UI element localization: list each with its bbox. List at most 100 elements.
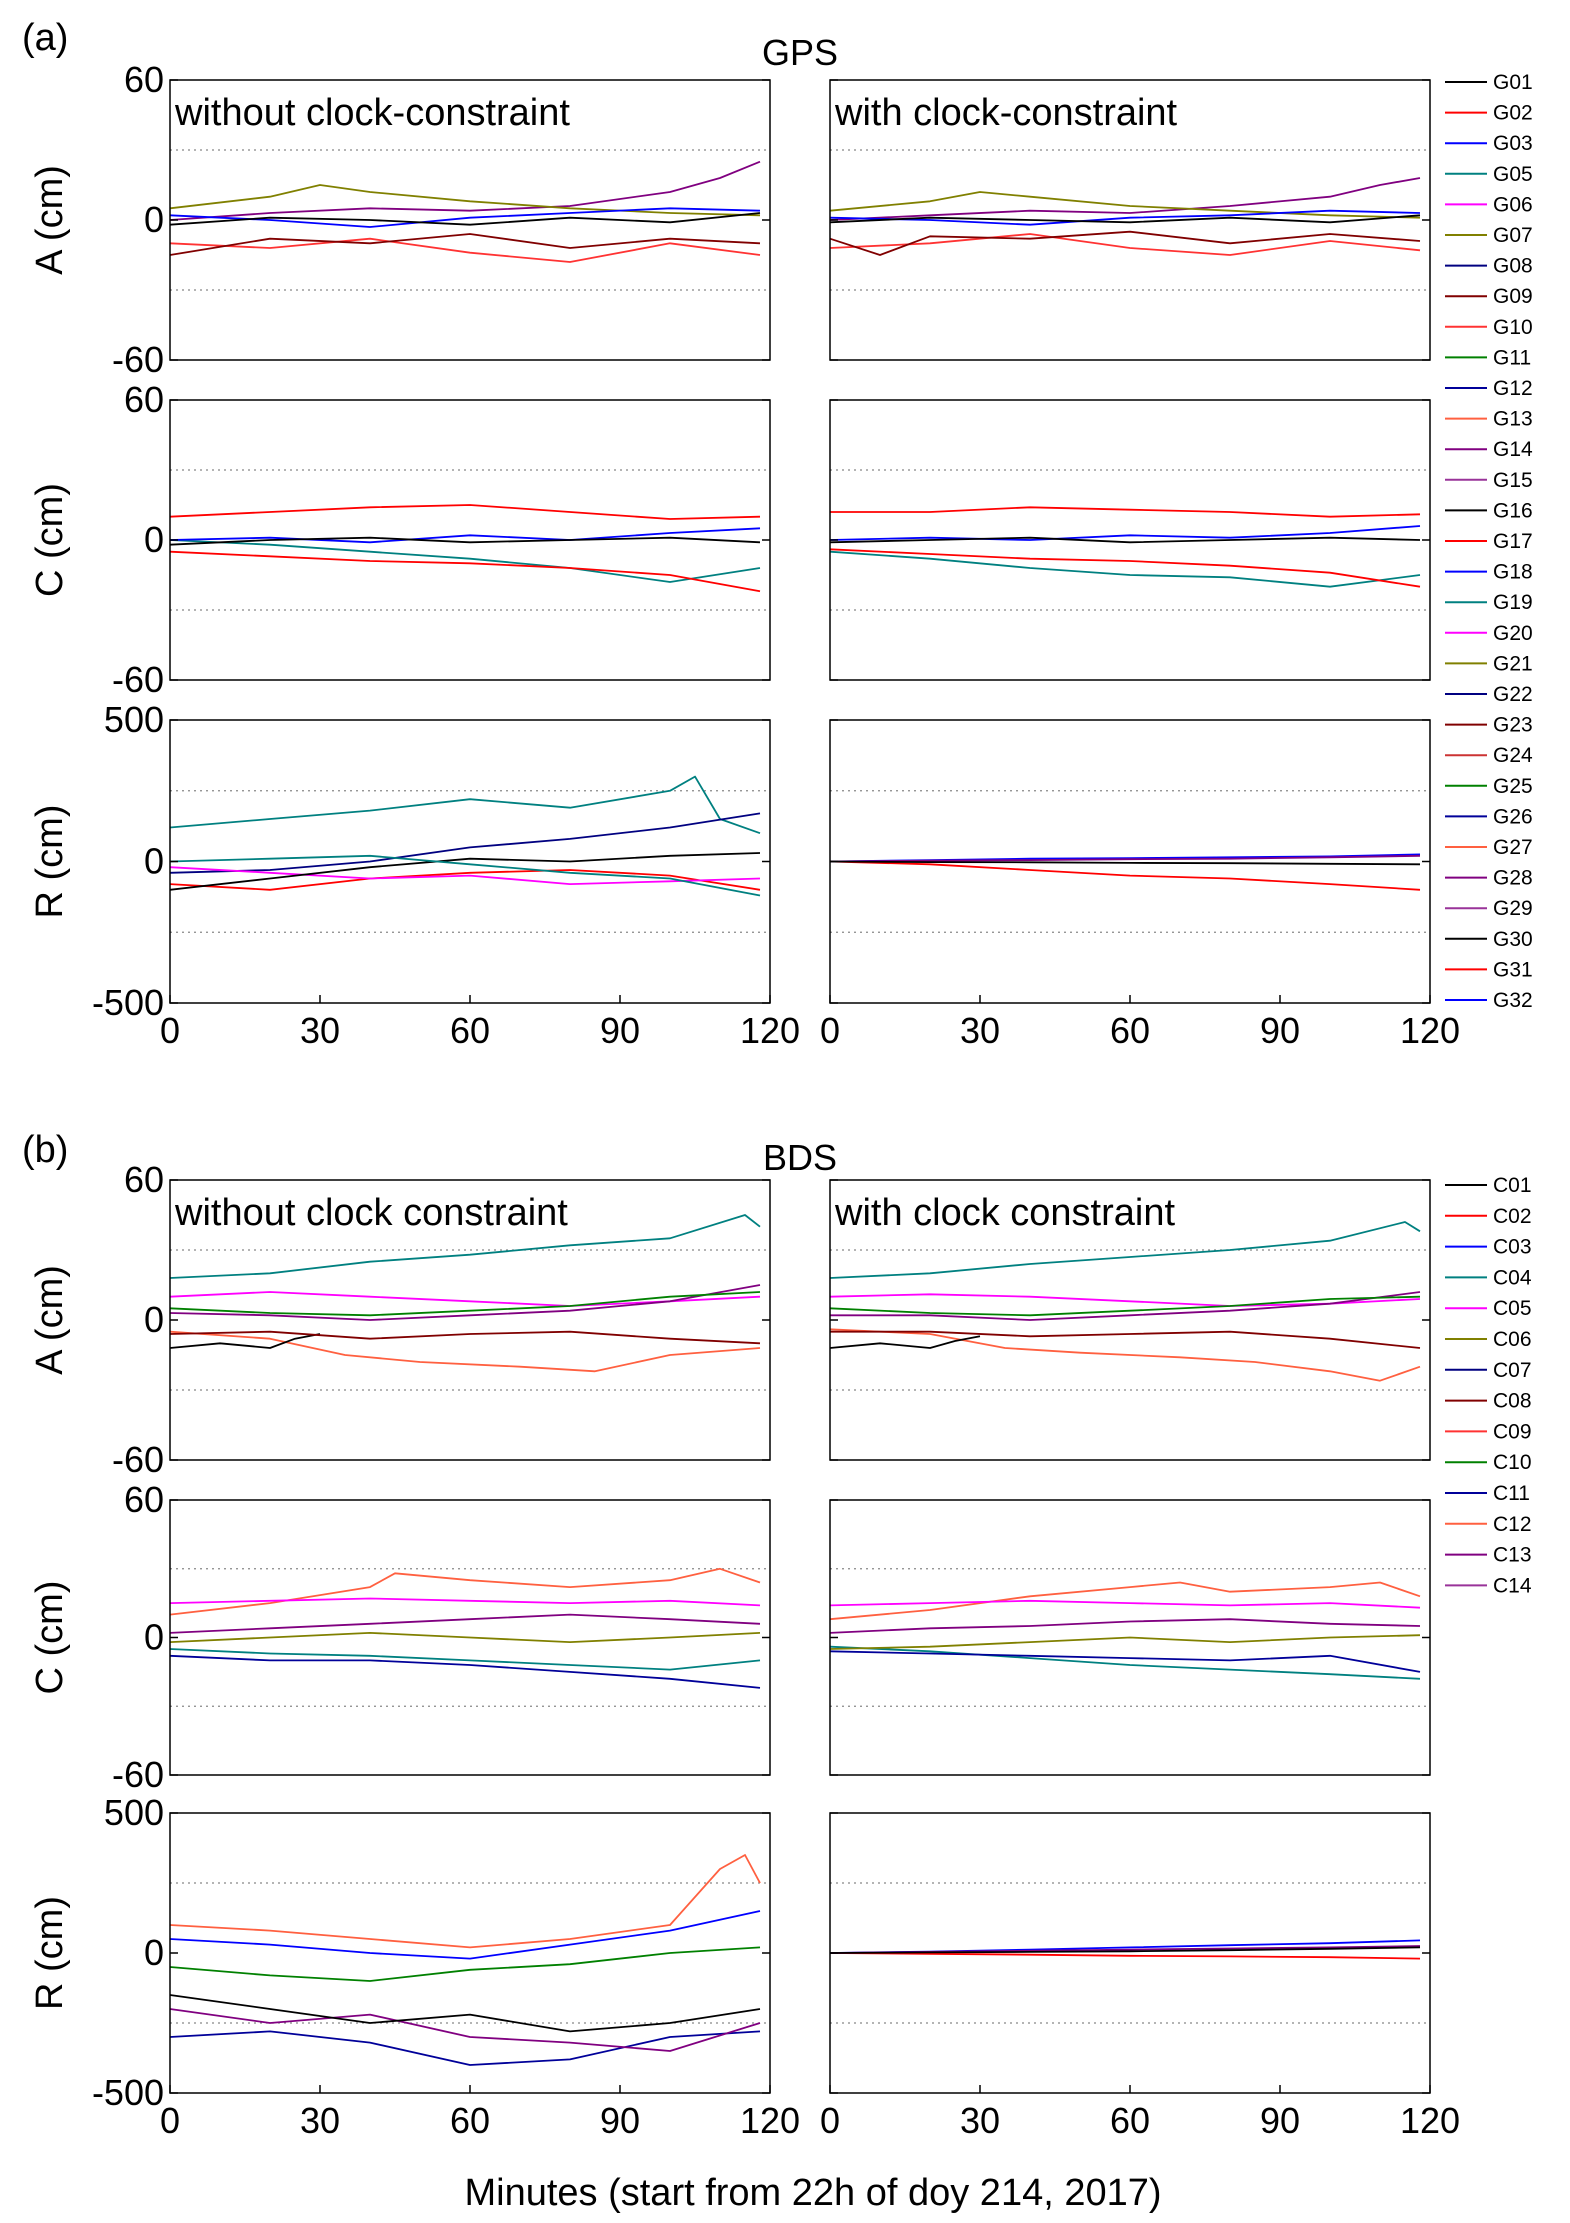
series-line-G02	[829, 860, 1421, 891]
x-tick-label: 120	[740, 2100, 800, 2141]
gps-a-left-panel: -60 0 60 A (cm) without clock-constraint	[29, 59, 771, 380]
gps-r-right-panel: 0 30 60 90 120	[820, 719, 1460, 1051]
x-tick-label: 30	[300, 1010, 340, 1051]
series-line-C04	[169, 1214, 761, 1279]
x-tick-label: 0	[160, 2100, 180, 2141]
y-axis-label: C (cm)	[29, 1581, 71, 1695]
bds-system-label: BDS	[763, 1137, 837, 1178]
legend-label: C07	[1493, 1359, 1532, 1382]
legend-label: C14	[1493, 1574, 1532, 1597]
series-line-G03	[169, 207, 761, 228]
legend-label: G07	[1493, 224, 1533, 247]
legend-label: G05	[1493, 163, 1533, 186]
y-tick-label: 0	[144, 1932, 164, 1973]
series-line-G05	[169, 775, 761, 835]
legend-label: G27	[1493, 836, 1533, 859]
y-tick-label: 60	[124, 379, 164, 420]
legend-label: G26	[1493, 805, 1533, 828]
series-line-C10	[169, 1291, 761, 1317]
series-line-G19	[829, 550, 1421, 588]
x-tick-label: 120	[740, 1010, 800, 1051]
bds-legend: C01 C02 C03 C04 C05 C06 C07 C08 C09 C10 C11 C12 C13 C…	[1445, 1174, 1532, 1597]
legend-label: G01	[1493, 71, 1533, 94]
gps-a-right-panel: with clock-constraint	[829, 79, 1431, 361]
plot-area: -60 0 60 A (cm) without clock-constraint with…	[29, 59, 1533, 2141]
x-tick-label: 30	[300, 2100, 340, 2141]
series-line-G14	[829, 854, 1421, 863]
legend-label: C02	[1493, 1205, 1532, 1228]
gps-c-right-panel	[829, 399, 1431, 681]
series-line-C12	[829, 1581, 1421, 1621]
series-line-G02	[169, 504, 761, 520]
series-line-C11	[829, 1650, 1421, 1673]
legend-label: C04	[1493, 1266, 1532, 1289]
series-line-C13	[169, 1613, 761, 1634]
bds-c-left-panel: -60 0 60 C (cm)	[29, 1479, 771, 1795]
y-tick-label: 500	[104, 1792, 164, 1833]
x-tick-label: 0	[160, 1010, 180, 1051]
legend-label: G15	[1493, 469, 1533, 492]
series-line-G08	[169, 812, 761, 874]
legend-label: C03	[1493, 1236, 1532, 1259]
series-line-C06	[169, 1632, 761, 1643]
legend-label: C06	[1493, 1328, 1532, 1351]
series-line-C04	[829, 1221, 1421, 1279]
series-line-G10	[169, 237, 761, 263]
x-tick-label: 0	[820, 2100, 840, 2141]
legend-label: C13	[1493, 1544, 1532, 1567]
series-line-C02	[829, 1952, 1421, 1960]
legend-label: C09	[1493, 1420, 1532, 1443]
series-line-G01	[169, 536, 761, 546]
panel-title: without clock-constraint	[174, 92, 570, 134]
x-tick-label: 60	[1110, 2100, 1150, 2141]
x-tick-label: 120	[1400, 1010, 1460, 1051]
legend-label: G32	[1493, 989, 1533, 1012]
bds-a-left-panel: -60 0 60 A (cm) without clock constraint	[29, 1159, 771, 1480]
series-line-G07	[169, 184, 761, 217]
legend-label: G18	[1493, 561, 1533, 584]
bds-c-right-panel	[829, 1499, 1431, 1776]
legend-label: G29	[1493, 897, 1533, 920]
y-tick-label: 500	[104, 699, 164, 740]
legend-label: G16	[1493, 499, 1533, 522]
series-line-C01	[829, 1335, 981, 1349]
bds-r-right-panel: 0 30 60 90 120	[820, 1812, 1460, 2141]
part-label-b: (b)	[22, 1129, 68, 1171]
series-line-C04	[169, 1648, 761, 1671]
y-axis-label: R (cm)	[29, 805, 71, 919]
x-tick-label: 60	[450, 1010, 490, 1051]
y-tick-label: -60	[112, 1439, 164, 1480]
series-line-C08	[830, 1330, 1421, 1349]
legend-label: G17	[1493, 530, 1533, 553]
legend-label: C10	[1493, 1451, 1532, 1474]
y-tick-label: 60	[124, 59, 164, 100]
series-line-C01	[169, 1994, 761, 2033]
series-line-G01	[829, 214, 1421, 224]
y-tick-label: 0	[144, 1299, 164, 1340]
x-tick-label: 60	[1110, 1010, 1150, 1051]
series-line-G01	[829, 536, 1421, 544]
gps-c-left-panel: -60 0 60 C (cm)	[29, 379, 771, 700]
legend-label: C05	[1493, 1297, 1532, 1320]
series-line-G10	[829, 233, 1421, 256]
series-line-G02	[830, 506, 1421, 518]
series-line-C03	[169, 1910, 761, 1960]
series-line-C01	[169, 1333, 321, 1349]
series-line-C11	[169, 1654, 761, 1689]
series-line-G31	[829, 548, 1421, 588]
series-line-G02	[169, 869, 761, 891]
legend-label: G13	[1493, 408, 1533, 431]
legend-label: G06	[1493, 193, 1533, 216]
legend-label: G14	[1493, 438, 1533, 461]
series-line-G01	[169, 212, 761, 226]
series-line-C12	[169, 1854, 761, 1949]
legend-label: G11	[1493, 346, 1531, 369]
legend-label: G22	[1493, 683, 1533, 706]
series-line-G14	[169, 160, 761, 221]
x-tick-label: 60	[450, 2100, 490, 2141]
y-tick-label: -60	[112, 1754, 164, 1795]
y-tick-label: 0	[144, 1617, 164, 1658]
series-line-G03	[169, 527, 761, 544]
series-line-C06	[829, 1634, 1421, 1650]
